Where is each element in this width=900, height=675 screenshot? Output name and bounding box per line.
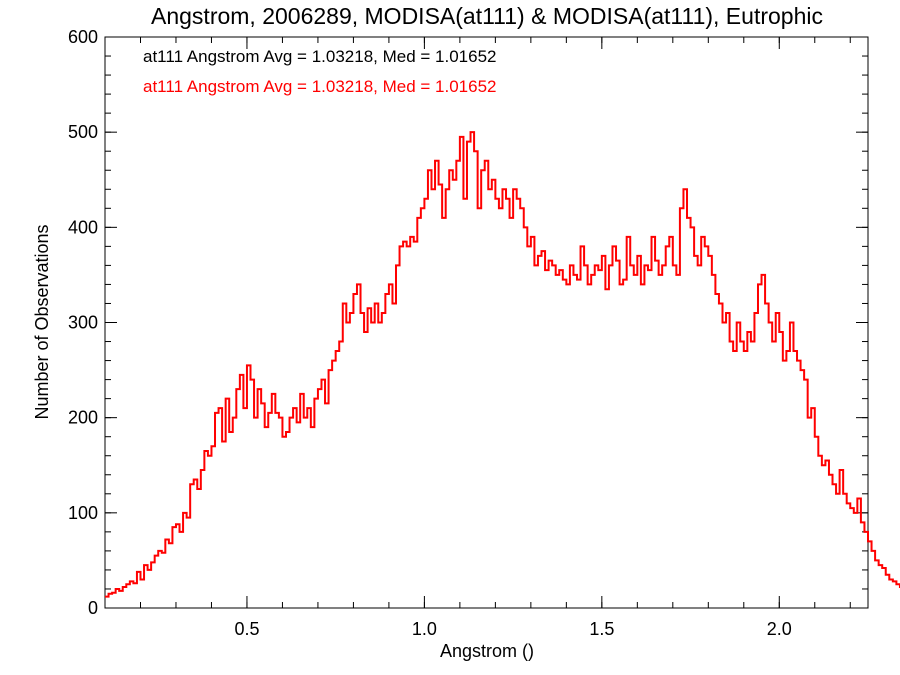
- y-tick-label: 400: [68, 217, 98, 237]
- y-axis-label: Number of Observations: [32, 224, 52, 419]
- axis-ticks: 0.5 1.0 1.5 2.0 0 100 200 300 400 500 600: [68, 27, 868, 639]
- y-tick-label: 300: [68, 313, 98, 333]
- y-tick-label: 100: [68, 503, 98, 523]
- x-tick-label: 2.0: [767, 619, 792, 639]
- y-tick-label: 600: [68, 27, 98, 47]
- series-group: [105, 131, 900, 598]
- y-tick-label: 200: [68, 408, 98, 428]
- x-axis-label: Angstrom (): [440, 641, 534, 661]
- legend-entry-black: at111 Angstrom Avg = 1.03218, Med = 1.01…: [143, 47, 497, 66]
- x-tick-label: 1.0: [412, 619, 437, 639]
- x-tick-label: 0.5: [234, 619, 259, 639]
- y-tick-label: 0: [88, 598, 98, 618]
- x-tick-label: 1.5: [589, 619, 614, 639]
- series-step-line: [105, 131, 900, 598]
- chart-title: Angstrom, 2006289, MODISA(at111) & MODIS…: [151, 3, 823, 29]
- legend-entry-red: at111 Angstrom Avg = 1.03218, Med = 1.01…: [143, 77, 497, 96]
- y-tick-label: 500: [68, 122, 98, 142]
